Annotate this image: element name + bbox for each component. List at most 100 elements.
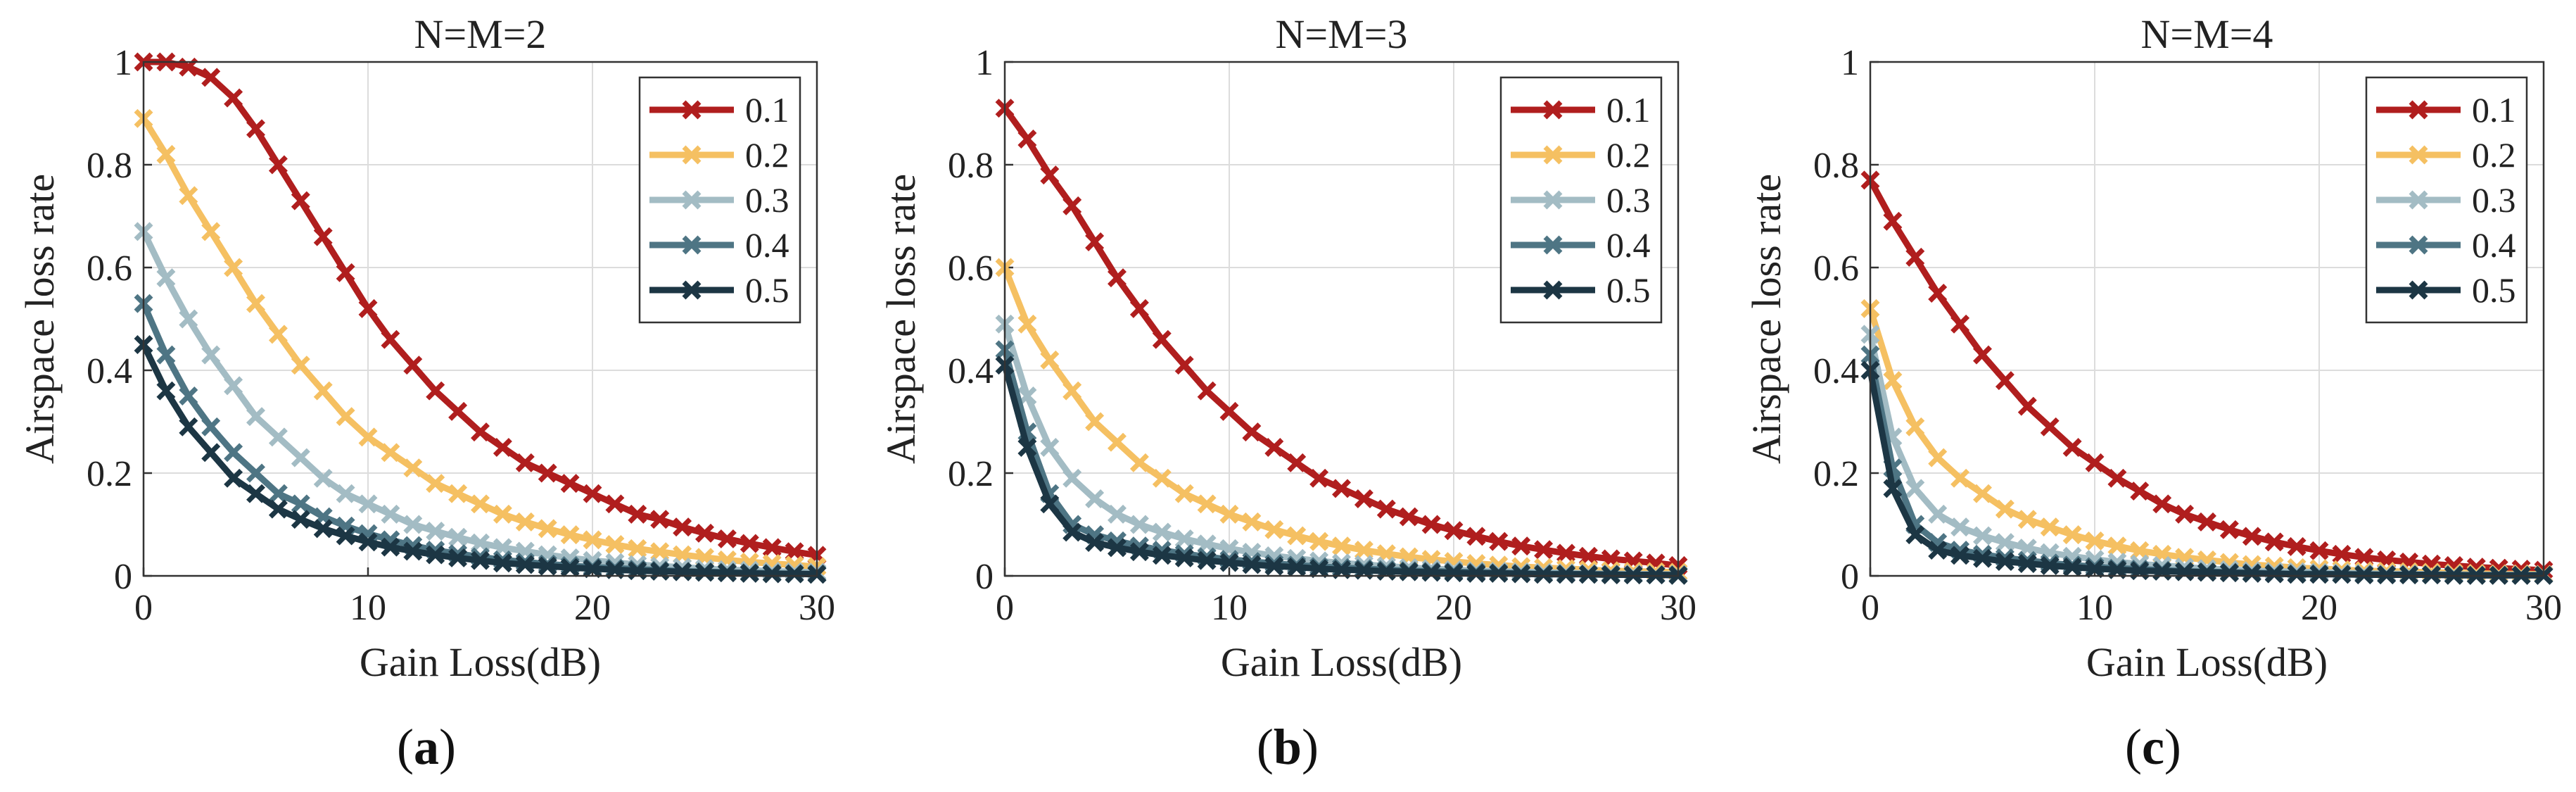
- data-point: [426, 522, 445, 541]
- data-point: [2264, 564, 2284, 584]
- data-point: [1287, 453, 1307, 472]
- data-point: [358, 427, 378, 447]
- data-point: [538, 556, 557, 576]
- legend-marker: [682, 280, 702, 300]
- data-point: [1928, 284, 1948, 303]
- y-axis-label: Airspace loss rate: [1744, 174, 1789, 464]
- data-point: [246, 484, 265, 503]
- data-point: [1950, 468, 1970, 488]
- plot-frame: [1003, 61, 1680, 577]
- data-point: [246, 463, 265, 483]
- data-point: [2040, 517, 2060, 537]
- data-point: [268, 155, 288, 175]
- data-point: [515, 453, 535, 472]
- data-point: [1399, 507, 1419, 527]
- data-point: [1905, 247, 1925, 267]
- legend-marker: [1543, 190, 1563, 210]
- legend-item-0.5: 0.5: [2376, 270, 2516, 310]
- data-point: [1197, 494, 1217, 514]
- data-point: [2085, 531, 2105, 551]
- chart-title: N=M=3: [1276, 11, 1408, 57]
- data-point: [224, 376, 243, 396]
- data-point: [493, 504, 512, 524]
- legend-item-0.2: 0.2: [2376, 135, 2516, 175]
- data-point: [381, 443, 400, 463]
- data-point: [1995, 552, 2015, 572]
- data-point: [1332, 560, 1351, 579]
- data-point: [358, 532, 378, 552]
- data-point: [2062, 438, 2082, 457]
- data-point: [1264, 556, 1284, 576]
- y-tick-label: 1: [114, 43, 132, 83]
- data-point: [1174, 529, 1194, 548]
- y-tick-label: 0.4: [948, 351, 994, 391]
- data-point: [1242, 555, 1262, 574]
- legend-marker: [2409, 280, 2428, 300]
- legend-label: 0.2: [1606, 135, 1651, 175]
- legend-label: 0.4: [745, 225, 789, 265]
- data-point: [1354, 541, 1373, 560]
- legend-item-0.2: 0.2: [649, 135, 789, 175]
- data-point: [1085, 412, 1105, 432]
- data-point: [628, 504, 647, 524]
- data-point: [313, 519, 333, 539]
- data-point: [740, 534, 759, 553]
- data-point: [762, 538, 782, 558]
- series-line: [1867, 354, 2544, 579]
- panel-label: (a): [397, 719, 456, 775]
- data-point: [381, 504, 400, 524]
- data-point: [224, 258, 243, 277]
- data-point: [583, 484, 602, 503]
- data-point: [1950, 546, 1970, 565]
- data-point: [717, 563, 737, 583]
- data-point: [403, 541, 423, 561]
- data-point: [1219, 401, 1239, 421]
- data-point: [403, 458, 423, 478]
- data-point: [1309, 468, 1329, 488]
- series-line: [1001, 348, 1678, 579]
- data-point: [156, 268, 176, 288]
- legend-marker: [1543, 280, 1563, 300]
- data-point: [1601, 565, 1620, 585]
- data-point: [1995, 533, 2015, 553]
- y-tick-label: 1: [1841, 43, 1859, 83]
- data-point: [1973, 526, 1992, 546]
- legend-marker: [2409, 235, 2428, 255]
- data-point: [201, 68, 221, 87]
- data-point: [2354, 565, 2374, 585]
- data-point: [1973, 484, 1992, 503]
- data-point: [1062, 522, 1082, 542]
- data-point: [1399, 562, 1419, 582]
- data-point: [1197, 551, 1217, 570]
- data-point: [1466, 563, 1486, 583]
- data-point: [1421, 562, 1441, 582]
- data-point: [1950, 517, 1970, 537]
- data-point: [2422, 565, 2441, 585]
- data-point: [2264, 532, 2284, 552]
- legend-label: 0.3: [2472, 180, 2516, 220]
- chart-title: N=M=2: [414, 11, 547, 57]
- data-point: [605, 494, 625, 514]
- data-point: [1108, 538, 1127, 558]
- data-point: [1995, 371, 2015, 391]
- data-point: [403, 515, 423, 534]
- data-point: [1556, 543, 1575, 563]
- y-tick-label: 0: [975, 557, 994, 597]
- legend-item-0.4: 0.4: [649, 225, 789, 265]
- data-point: [1973, 548, 1992, 568]
- legend-item-0.1: 0.1: [1511, 90, 1651, 130]
- y-tick-label: 1: [975, 43, 994, 83]
- y-tick-label: 0.2: [1813, 454, 1859, 494]
- y-tick-label: 0.6: [948, 249, 994, 289]
- data-point: [1108, 504, 1127, 524]
- data-point: [1511, 536, 1531, 556]
- data-point: [1578, 565, 1598, 584]
- data-point: [1085, 489, 1105, 508]
- data-point: [224, 468, 243, 488]
- data-point: [1995, 499, 2015, 519]
- data-point: [2287, 536, 2307, 556]
- data-point: [1174, 484, 1194, 503]
- x-tick-label: 10: [350, 588, 386, 628]
